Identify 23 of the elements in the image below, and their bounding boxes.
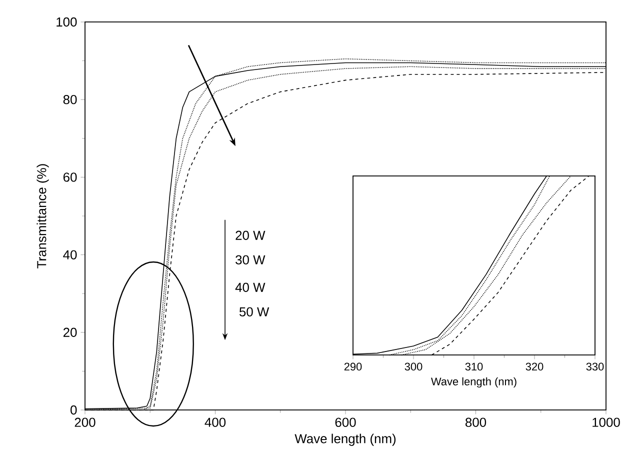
x-axis-title: Wave length (nm) [431,377,516,388]
y-tick-label: 0 [70,405,77,415]
x-tick-label: 290 [344,362,362,371]
y-tick-label: 60 [63,172,77,182]
y-tick-label: 100 [56,17,77,27]
y-tick-label: 40 [63,250,77,260]
x-tick-label: 320 [526,362,544,371]
x-tick-label: 1000 [592,418,620,427]
x-tick-label: 800 [466,418,486,427]
x-tick-label: 330 [586,362,604,371]
y-tick-label: 80 [63,94,77,104]
x-tick-label: 300 [404,362,422,371]
annotation: 40 W [235,282,266,292]
y-tick-label: 20 [63,328,77,337]
x-tick-label: 310 [465,362,483,371]
annotation: 30 W [236,255,266,264]
x-tick-label: 600 [335,418,356,427]
x-tick-label: 200 [74,418,96,427]
y-axis-title: Transmittance (%) [36,164,49,268]
annotation: 50 W [239,307,270,316]
x-tick-label: 400 [204,418,226,427]
x-axis-title: Wave length (nm) [294,434,396,446]
annotation: 20 W [236,230,266,240]
